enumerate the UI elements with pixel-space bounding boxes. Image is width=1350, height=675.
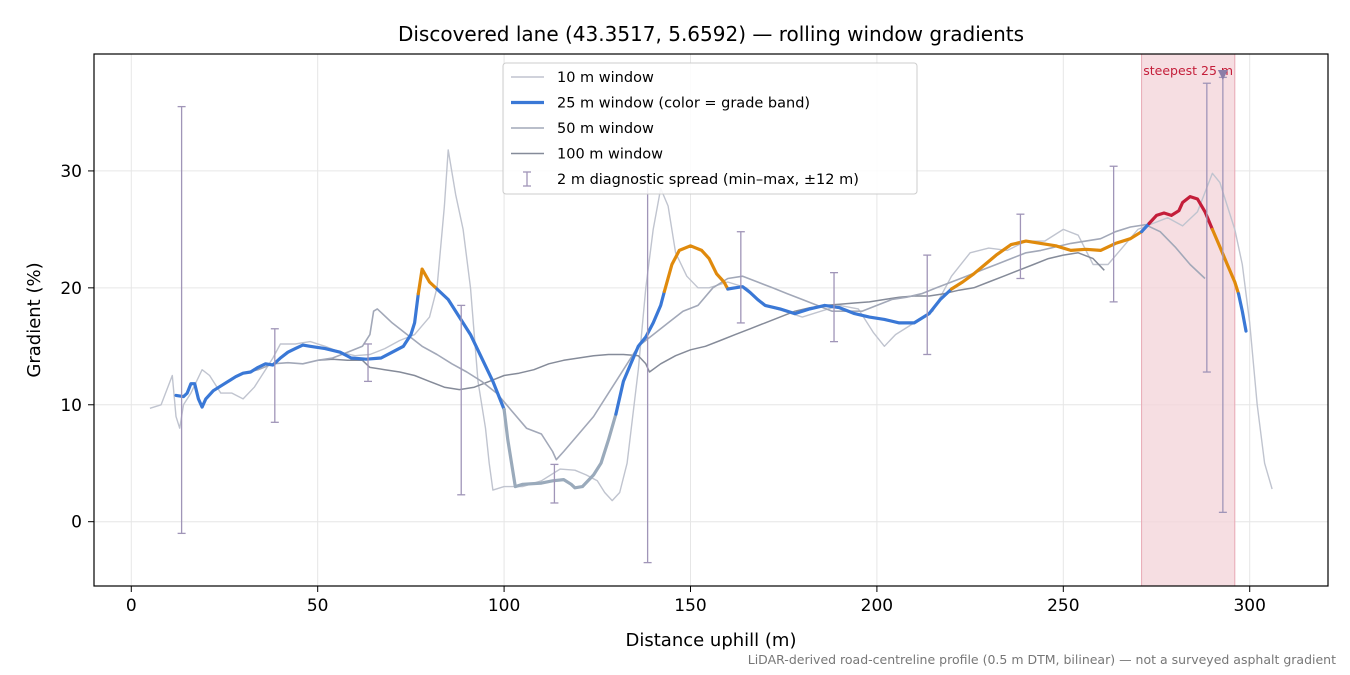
series-line-w25-segment [614, 289, 667, 416]
y-tick-label: 20 [60, 279, 82, 299]
x-tick-label: 100 [488, 596, 520, 616]
legend-label-w25: 25 m window (color = grade band) [557, 96, 810, 112]
legend-label-spread: 2 m diagnostic spread (min–max, ±12 m) [557, 172, 859, 188]
series-line-w25-segment [1210, 227, 1241, 296]
series-line-w25-segment [1147, 195, 1215, 231]
diagnostic-spread-errorbars [177, 76, 1227, 564]
legend-label-w10: 10 m window [557, 70, 654, 86]
steepest-marker-triangle [1217, 70, 1228, 81]
steepest-band [1141, 53, 1236, 587]
series-line-w25-segment [1236, 292, 1248, 333]
plot-frame [93, 53, 1329, 587]
legend-label-w50: 50 m window [557, 121, 654, 137]
series-line-w25-segment [1139, 221, 1151, 234]
x-tick-label: 0 [126, 596, 137, 616]
series-lines [149, 149, 1273, 502]
steepest-label: steepest 25 m [1143, 63, 1233, 78]
x-tick-label: 300 [1233, 596, 1265, 616]
series-line-w25-segment [502, 407, 618, 490]
series-line-w10 [149, 149, 1273, 502]
y-axis-label: Gradient (%) [24, 262, 45, 377]
x-tick-label: 150 [674, 596, 706, 616]
series-line-w25-segment [435, 287, 506, 411]
steepest-marker [1217, 70, 1228, 81]
x-axis-ticks: 0 50 100 150 200 250 300 [126, 586, 1266, 616]
x-tick-label: 250 [1047, 596, 1079, 616]
x-tick-label: 50 [307, 596, 329, 616]
y-tick-label: 10 [60, 396, 82, 416]
x-axis-label: Distance uphill (m) [626, 630, 797, 651]
y-axis-ticks: 0 10 20 30 [60, 162, 94, 533]
x-tick-label: 200 [861, 596, 893, 616]
legend-box [502, 62, 918, 195]
legend-label-w100: 100 m window [557, 147, 663, 163]
legend: 10 m window 25 m window (color = grade ba… [502, 62, 918, 195]
y-tick-label: 30 [60, 162, 82, 182]
chart-title: Discovered lane (43.3517, 5.6592) — roll… [398, 22, 1024, 46]
steepest-highlight-band: steepest 25 m [1141, 53, 1236, 587]
series-line-w25-segment [416, 267, 439, 296]
series-line-w25-segment [726, 285, 954, 325]
series-line-w50 [242, 223, 1206, 461]
y-tick-label: 0 [71, 513, 82, 533]
series-line-w25-segment [174, 292, 420, 409]
series-line-w25-segment [662, 244, 730, 293]
data-source-note: LiDAR-derived road-centreline profile (0… [748, 652, 1336, 667]
series-line-w100 [317, 252, 1105, 391]
series-line-w25-segment [949, 230, 1144, 291]
